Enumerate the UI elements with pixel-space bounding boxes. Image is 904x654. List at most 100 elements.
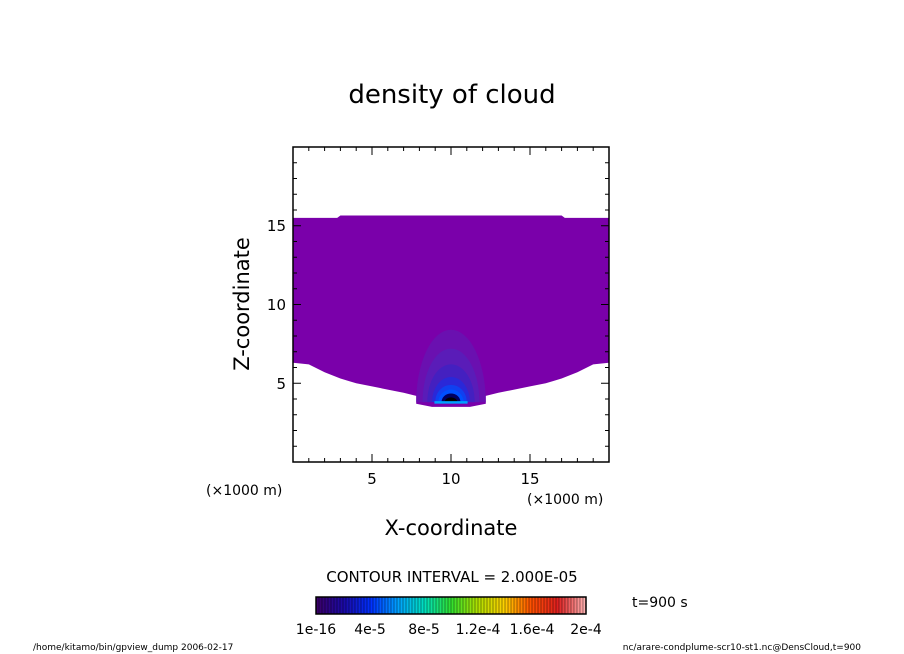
colorbar-segment: [535, 597, 539, 614]
colorbar-segment: [430, 597, 434, 614]
colorbar-segment: [418, 597, 422, 614]
colorbar-segment: [457, 597, 461, 614]
colorbar-segment: [355, 597, 359, 614]
colorbar-segment: [373, 597, 377, 614]
colorbar-segment: [394, 597, 398, 614]
colorbar-segment: [484, 597, 488, 614]
colorbar-segment: [478, 597, 482, 614]
colorbar-segment: [358, 597, 362, 614]
colorbar-segment: [388, 597, 392, 614]
colorbar: [315, 597, 587, 614]
colorbar-segment: [514, 597, 518, 614]
colorbar-segment: [466, 597, 470, 614]
colorbar-frame: [315, 596, 587, 615]
colorbar-segment: [538, 597, 542, 614]
colorbar-segment: [568, 597, 572, 614]
colorbar-segment: [361, 597, 365, 614]
colorbar-segment: [556, 597, 560, 614]
colorbar-segment: [376, 597, 380, 614]
colorbar-segment: [487, 597, 491, 614]
colorbar-segment: [427, 597, 431, 614]
colorbar-segment: [529, 597, 533, 614]
colorbar-segment: [442, 597, 446, 614]
colorbar-segment: [445, 597, 449, 614]
colorbar-segment: [334, 597, 338, 614]
colorbar-label-0: 1e-16: [296, 622, 336, 638]
colorbar-segment: [580, 597, 584, 614]
colorbar-segment: [541, 597, 545, 614]
x-tick-label-10: 10: [441, 470, 460, 488]
colorbar-segment: [448, 597, 452, 614]
colorbar-segment: [496, 597, 500, 614]
colorbar-segment: [511, 597, 515, 614]
colorbar-segment: [412, 597, 416, 614]
colorbar-segment: [364, 597, 368, 614]
colorbar-segment: [352, 597, 356, 614]
colorbar-segment: [331, 597, 335, 614]
colorbar-segment: [571, 597, 575, 614]
colorbar-segment: [475, 597, 479, 614]
colorbar-segment: [565, 597, 569, 614]
colorbar-segment: [433, 597, 437, 614]
colorbar-segment: [451, 597, 455, 614]
colorbar-segment: [505, 597, 509, 614]
colorbar-segment: [370, 597, 374, 614]
colorbar-label-1: 4e-5: [354, 622, 385, 638]
colorbar-segment: [328, 597, 332, 614]
colorbar-segment: [454, 597, 458, 614]
colorbar-segment: [424, 597, 428, 614]
colorbar-segment: [490, 597, 494, 614]
colorbar-segment: [316, 597, 320, 614]
colorbar-segment: [559, 597, 563, 614]
colorbar-segment: [322, 597, 326, 614]
colorbar-segment: [472, 597, 476, 614]
colorbar-segment: [460, 597, 464, 614]
colorbar-segment: [421, 597, 425, 614]
colorbar-segment: [406, 597, 410, 614]
colorbar-segment: [379, 597, 383, 614]
y-tick-label-15: 15: [267, 217, 286, 235]
colorbar-segment: [493, 597, 497, 614]
colorbar-segment: [502, 597, 506, 614]
colorbar-segment: [544, 597, 548, 614]
colorbar-label-3: 1.2e-4: [456, 622, 501, 638]
x-tick-label-5: 5: [367, 470, 377, 488]
colorbar-segment: [340, 597, 344, 614]
z-unit-label: (×1000 m): [206, 483, 282, 499]
colorbar-segment: [532, 597, 536, 614]
x-tick-label-15: 15: [520, 470, 539, 488]
colorbar-segment: [325, 597, 329, 614]
colorbar-segment: [520, 597, 524, 614]
colorbar-segment: [367, 597, 371, 614]
axis-ticks: [293, 147, 609, 462]
colorbar-segment: [346, 597, 350, 614]
colorbar-label-5: 2e-4: [570, 622, 602, 638]
footer-left: /home/kitamo/bin/gpview_dump 2006-02-17: [33, 643, 233, 653]
time-label: t=900 s: [632, 595, 688, 611]
colorbar-segment: [382, 597, 386, 614]
y-axis-title: Z-coordinate: [230, 237, 254, 371]
colorbar-segment: [400, 597, 404, 614]
x-unit-label: (×1000 m): [527, 492, 603, 508]
core-base-band: [434, 401, 468, 404]
colorbar-segment: [439, 597, 443, 614]
colorbar-segment: [562, 597, 566, 614]
colorbar-segment: [436, 597, 440, 614]
colorbar-segment: [574, 597, 578, 614]
footer-right: nc/arare-condplume-scr10-st1.nc@DensClou…: [623, 643, 861, 653]
chart-title: density of cloud: [348, 80, 555, 110]
y-tick-label-10: 10: [267, 296, 286, 314]
colorbar-segment: [583, 597, 587, 614]
colorbar-label-4: 1.6e-4: [510, 622, 555, 638]
core-contour-7: [444, 397, 458, 403]
colorbar-segment: [499, 597, 503, 614]
colorbar-segment: [415, 597, 419, 614]
colorbar-segment: [397, 597, 401, 614]
cloud-core: [416, 329, 486, 404]
colorbar-segment: [547, 597, 551, 614]
colorbar-segment: [463, 597, 467, 614]
colorbar-segment: [319, 597, 323, 614]
colorbar-segment: [385, 597, 389, 614]
colorbar-segment: [553, 597, 557, 614]
